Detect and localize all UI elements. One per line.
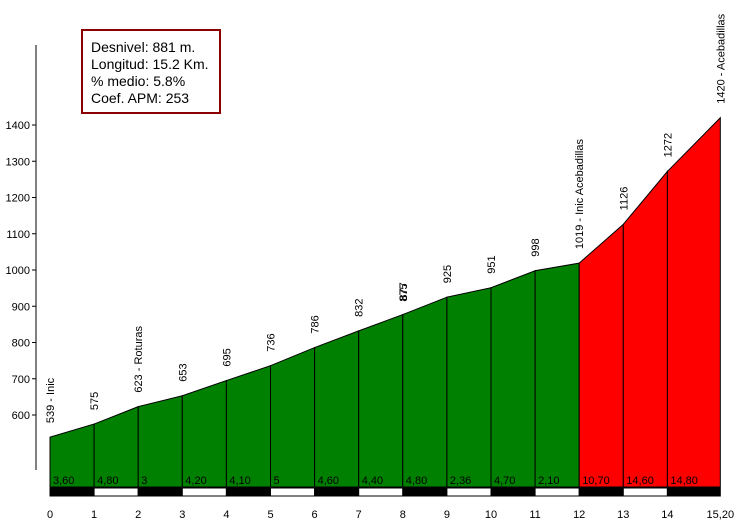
- y-tick-label: 600: [12, 410, 30, 422]
- profile-segment-7: [314, 330, 360, 488]
- segment-gradient-label: 14,80: [670, 475, 698, 487]
- point-altitude-label: 1420 - Acebadillas: [715, 13, 727, 103]
- x-tick-label: 15,20: [707, 509, 735, 521]
- x-tick-label: 14: [661, 509, 673, 521]
- profile-segment-11: [490, 269, 536, 488]
- segment-gradient-label: 4,80: [406, 475, 427, 487]
- x-tick-label: 6: [312, 509, 318, 521]
- point-altitude-label: 575: [89, 392, 101, 410]
- point-altitude-label: 1272: [662, 133, 674, 157]
- y-tick-label: 1000: [6, 265, 30, 277]
- km-scale-block: [49, 487, 95, 497]
- y-tick-label: 1200: [6, 193, 30, 205]
- y-tick-label: 800: [12, 338, 30, 350]
- km-scale-block: [534, 487, 580, 497]
- y-tick-label: 1400: [6, 120, 30, 132]
- y-tick-label: 700: [12, 374, 30, 386]
- x-tick-label: 4: [223, 509, 229, 521]
- desnivel-text: Desnivel: 881 m.: [91, 39, 196, 55]
- point-altitude-label: 695: [221, 348, 233, 366]
- km-scale-block: [137, 487, 183, 497]
- x-tick-label: 13: [617, 509, 629, 521]
- profile-segment-10: [446, 287, 492, 488]
- summary-box: Desnivel: 881 m. Longitud: 15.2 Km. % me…: [81, 29, 221, 114]
- km-scale-block: [578, 487, 624, 497]
- x-tick-label: 2: [135, 509, 141, 521]
- point-altitude-label: 877: [398, 282, 410, 300]
- segment-gradient-label: 2,36: [450, 475, 471, 487]
- x-tick-label: 12: [573, 509, 585, 521]
- segment-gradient-label: 2,10: [538, 475, 559, 487]
- x-tick-label: 8: [400, 509, 406, 521]
- point-altitude-label: 951: [486, 255, 498, 273]
- profile-segment-3: [137, 395, 183, 488]
- point-altitude-label: 623 - Roturas: [133, 326, 145, 393]
- segment-gradient-label: 5: [274, 475, 280, 487]
- point-altitude-label: 998: [530, 238, 542, 256]
- km-scale-block: [225, 487, 271, 497]
- point-altitude-label: 736: [266, 333, 278, 351]
- longitud-text: Longitud: 15.2 Km.: [91, 56, 209, 72]
- y-tick-label: 1300: [6, 156, 30, 168]
- point-altitude-label: 786: [310, 315, 322, 333]
- profile-segment-12: [534, 262, 580, 488]
- segment-gradient-label: 14,60: [626, 475, 654, 487]
- km-scale-block: [446, 487, 492, 497]
- y-tick-label: 1100: [6, 229, 30, 241]
- x-tick-label: 11: [529, 509, 540, 521]
- profile-segment-6: [270, 346, 316, 488]
- point-altitude-label: 832: [354, 299, 366, 317]
- profile-segment-15: [666, 116, 721, 488]
- profile-segment-4: [181, 379, 227, 488]
- segment-gradient-label: 4,20: [185, 475, 206, 487]
- segment-gradient-label: 10,70: [582, 475, 610, 487]
- point-altitude-label: 653: [177, 363, 189, 381]
- x-tick-label: 0: [47, 509, 53, 521]
- segment-gradient-label: 3,60: [53, 475, 74, 487]
- segment-gradient-label: 4,10: [229, 475, 250, 487]
- km-scale-block: [270, 487, 316, 497]
- y-tick-label: 900: [12, 301, 30, 313]
- profile-segment-13: [578, 223, 624, 488]
- km-scale-block: [358, 487, 404, 497]
- apm-coefficient-text: Coef. APM: 253: [91, 90, 190, 106]
- x-tick-label: 9: [444, 509, 450, 521]
- point-altitude-label: 875: [398, 283, 410, 301]
- x-tick-label: 7: [356, 509, 362, 521]
- km-scale-block: [622, 487, 668, 497]
- segment-gradient-label: 4,60: [318, 475, 339, 487]
- profile-segment-5: [225, 365, 271, 488]
- km-scale-block: [666, 487, 721, 497]
- profile-segment-9: [402, 296, 448, 488]
- x-tick-label: 10: [485, 509, 497, 521]
- point-altitude-label: 925: [442, 265, 454, 283]
- segment-gradient-label: 4,40: [362, 475, 383, 487]
- segment-gradient-label: 3: [141, 475, 147, 487]
- x-tick-label: 3: [179, 509, 185, 521]
- profile-segment-8: [358, 313, 404, 488]
- segment-gradient-label: 4,80: [97, 475, 118, 487]
- km-scale-block: [490, 487, 536, 497]
- point-altitude-label: 1126: [618, 187, 630, 211]
- segment-gradient-label: 4,70: [494, 475, 515, 487]
- x-tick-label: 1: [91, 509, 97, 521]
- km-scale-block: [314, 487, 360, 497]
- x-tick-label: 5: [267, 509, 273, 521]
- profile-segment-14: [622, 170, 668, 488]
- point-altitude-label: 539 - Inic: [45, 377, 57, 423]
- km-scale-block: [402, 487, 448, 497]
- average-grade-text: % medio: 5.8%: [91, 73, 186, 89]
- km-scale-block: [93, 487, 139, 497]
- km-scale-block: [181, 487, 227, 497]
- point-altitude-label: 1019 - Inic Acebadillas: [574, 139, 586, 250]
